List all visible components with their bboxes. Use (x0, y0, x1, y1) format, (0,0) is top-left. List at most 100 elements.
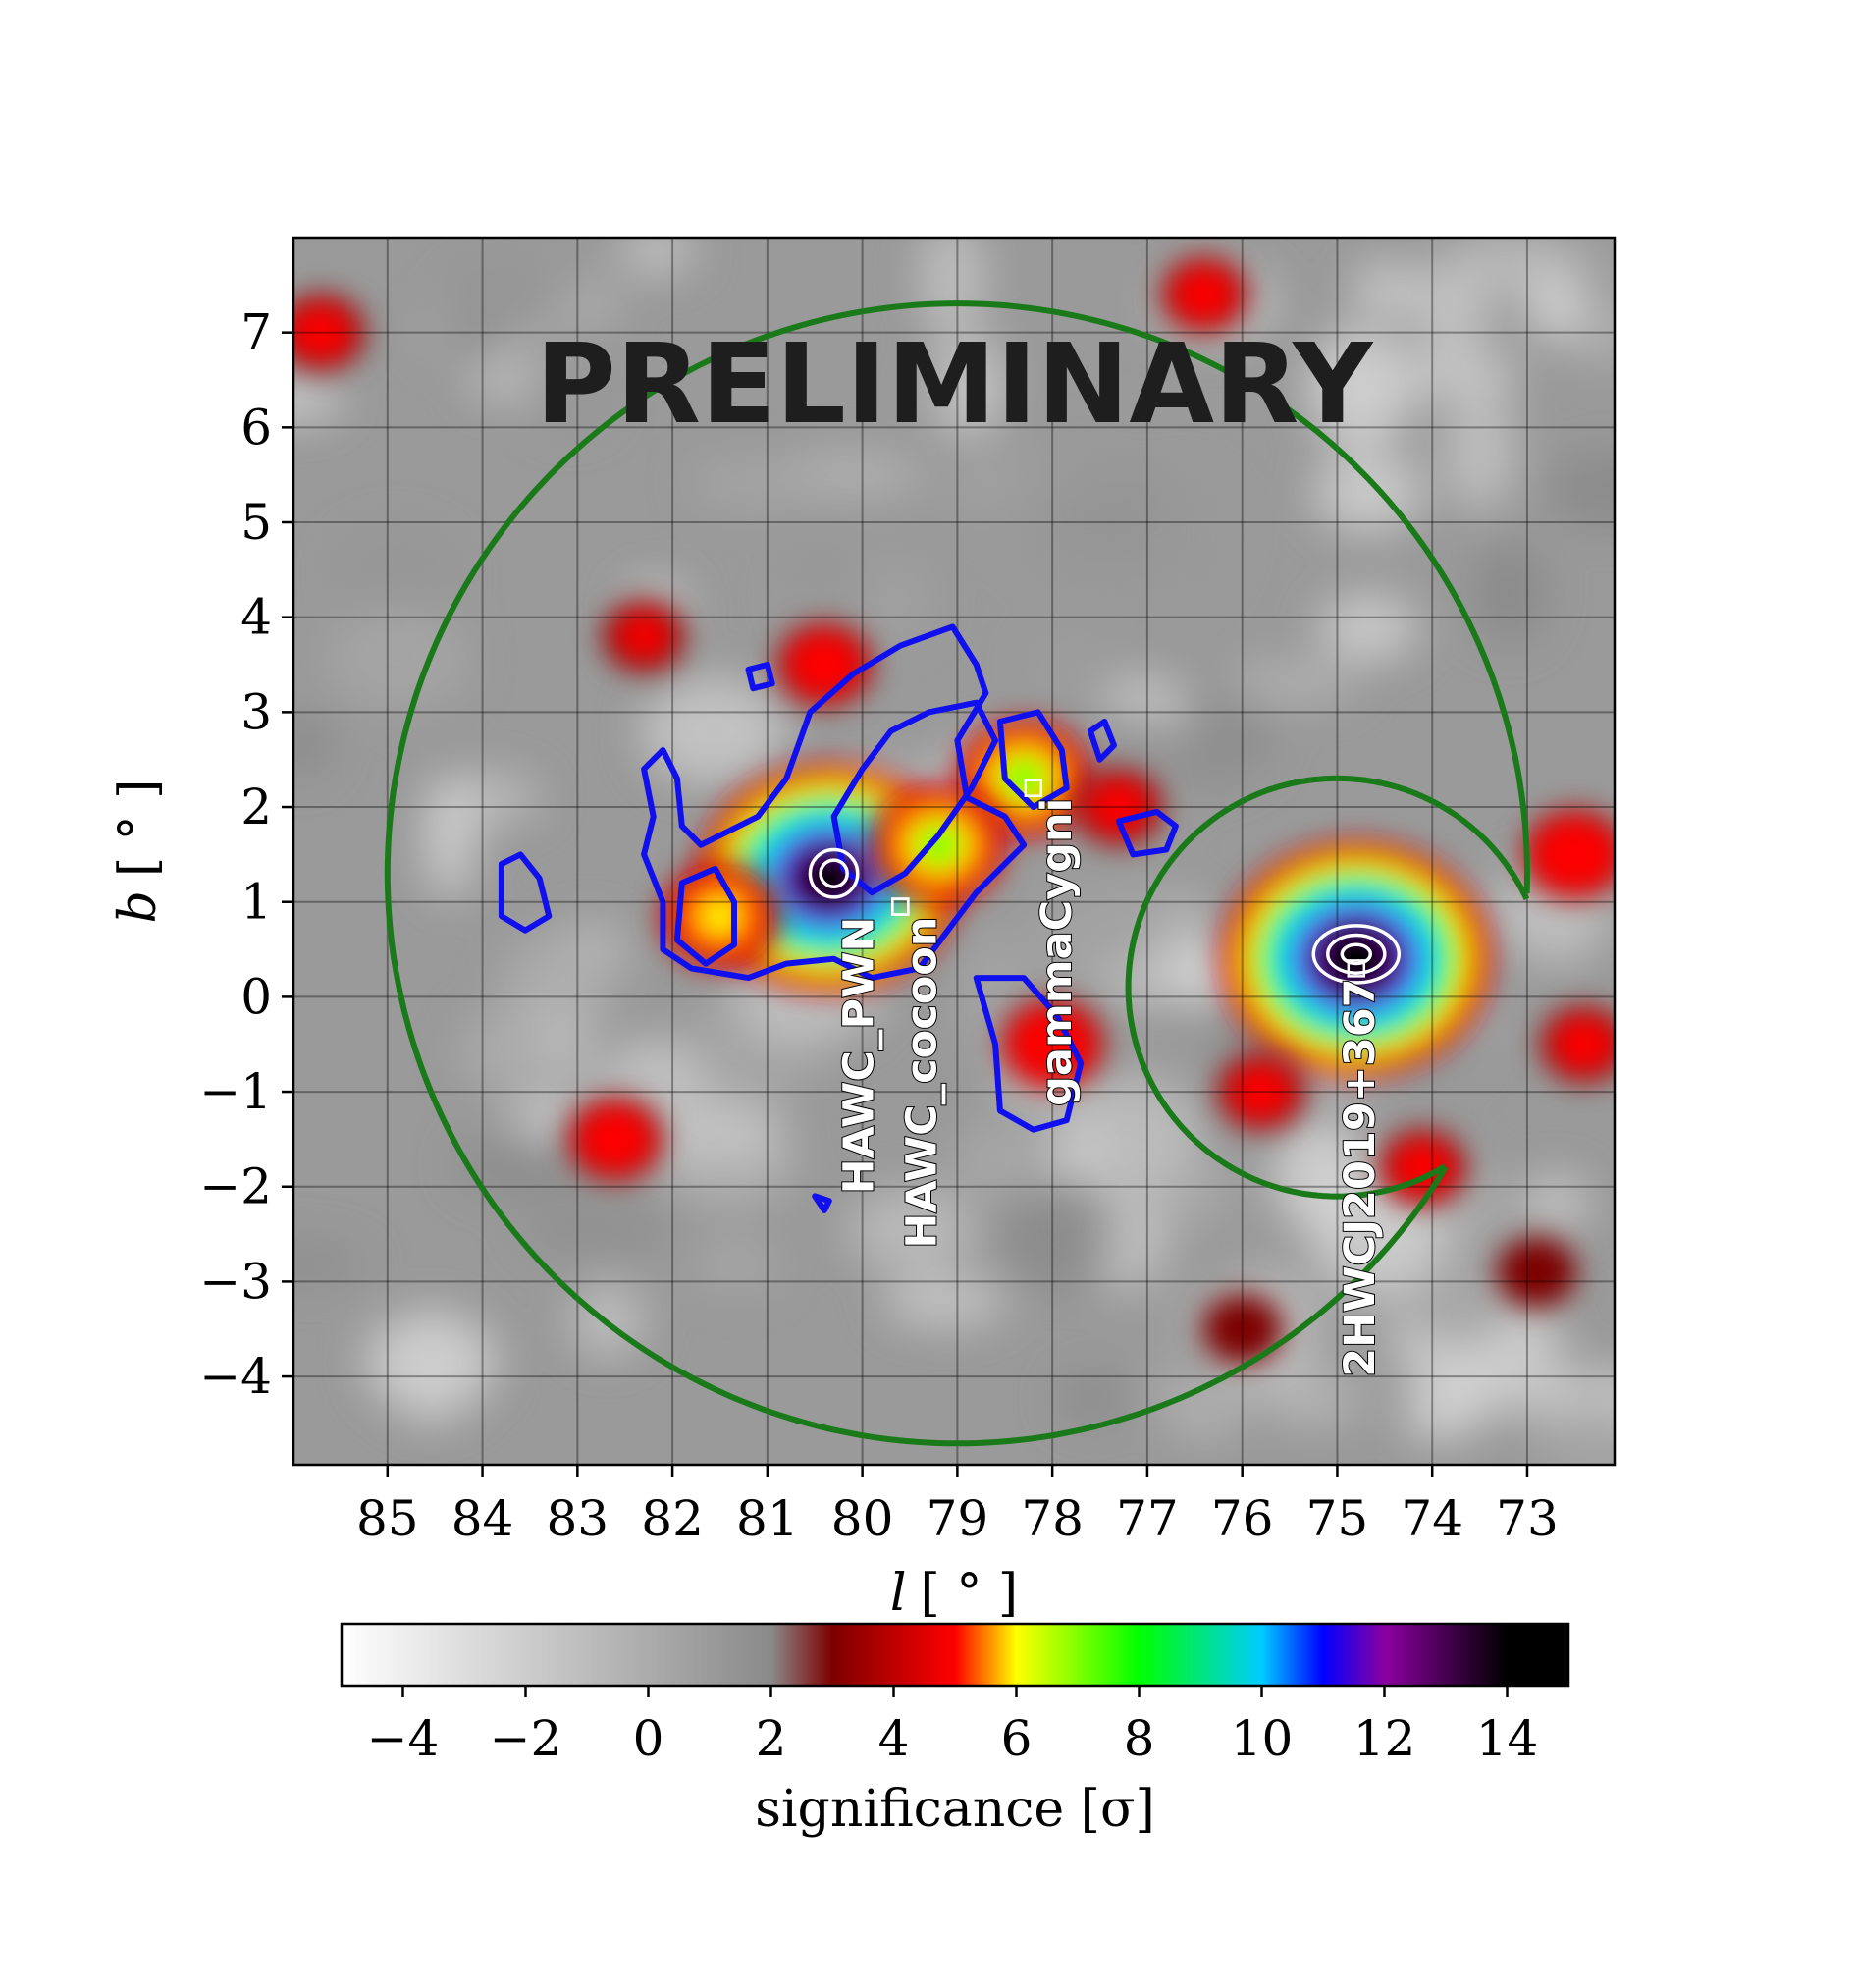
blue-contour (1115, 808, 1179, 858)
hotspot-ring (589, 1115, 643, 1162)
x-tick-label: 75 (1306, 1490, 1369, 1547)
hotspot (1221, 841, 1492, 1077)
source-label: HAWC_cocoon (897, 917, 946, 1249)
hotspot (1540, 1005, 1615, 1083)
blue-contour (812, 1193, 832, 1213)
noise-blob (1397, 1263, 1519, 1347)
source-label: 2HWCJ2019+367 (1336, 978, 1385, 1376)
colorbar-tick-label: −2 (490, 1710, 562, 1767)
noise-blob (847, 1187, 976, 1272)
blue-contours (498, 623, 1179, 1213)
noise-blob (1384, 350, 1522, 398)
hotspot (567, 1097, 663, 1181)
colorbar-tick-label: 2 (756, 1710, 787, 1767)
x-tick-label: 79 (927, 1490, 989, 1547)
plot-frame (292, 236, 1617, 1467)
noise-blob (776, 452, 925, 497)
hotspot (1217, 1053, 1305, 1131)
white-contour (1311, 924, 1402, 985)
hotspot-ring (1338, 942, 1375, 975)
hotspot-ring (618, 614, 669, 659)
roi-outer-arc (384, 300, 1531, 1447)
noise-blob (520, 1202, 675, 1256)
source-marker (1024, 779, 1043, 797)
colorbar: −4 −2 0 2 4 6 8 10 12 14 significance [σ] (340, 1622, 1570, 1839)
hotspot (293, 294, 365, 371)
white-contour (1340, 942, 1373, 966)
noise-blob (1027, 896, 1145, 987)
x-tick-label: 77 (1116, 1490, 1179, 1547)
noise-blob (1057, 1372, 1128, 1424)
x-tick-label: 76 (1211, 1490, 1274, 1547)
roi-excluded-arc (1125, 775, 1530, 1200)
x-axis-label: l[ ° ] (890, 1564, 1018, 1623)
blue-contour (830, 699, 999, 896)
hotspot (602, 600, 686, 672)
colorbar-tick-label: 0 (633, 1710, 664, 1767)
x-axis-unit: [ ° ] (921, 1564, 1019, 1623)
blue-contour (973, 975, 1085, 1133)
y-tick-label: 2 (240, 779, 272, 835)
noise-blob (640, 676, 788, 786)
noise-blob (619, 238, 696, 274)
noise-blob (337, 527, 456, 617)
noise-blob (1403, 1382, 1482, 1440)
colorbar-tick-label: 8 (1124, 1710, 1155, 1767)
noise-blob (1228, 661, 1359, 704)
hotspot-ring (1173, 267, 1236, 322)
noise-blob (784, 547, 875, 624)
noise-blob (973, 250, 1106, 352)
x-tick-label: 81 (736, 1490, 799, 1547)
noise-blob (1525, 275, 1584, 339)
y-tick-label: 0 (240, 968, 272, 1025)
x-axis-ticks: 85 84 83 82 81 80 79 78 77 76 75 74 73 (356, 1465, 1559, 1547)
noise-blob (501, 930, 613, 1037)
blue-contour (745, 662, 775, 692)
hotspot (1522, 809, 1615, 900)
hotspot (1201, 1294, 1283, 1365)
noise-blob (1351, 261, 1426, 318)
hotspot-ring (1230, 1065, 1293, 1119)
roi-boundary (384, 300, 1531, 1447)
x-tick-label: 78 (1021, 1490, 1084, 1547)
noise-blob (526, 335, 612, 431)
y-tick-label: −1 (199, 1063, 272, 1120)
x-tick-label: 83 (547, 1490, 610, 1547)
noise-blob (918, 363, 976, 410)
noise-blob (694, 1238, 779, 1292)
white-contour (1326, 933, 1387, 975)
blue-contour (673, 865, 737, 967)
hotspot-ring (1496, 1237, 1577, 1308)
hotspot (776, 622, 873, 707)
colorbar-tick-label: −4 (367, 1710, 440, 1767)
y-tick-label: 4 (240, 589, 272, 646)
hotspot-ring (698, 896, 742, 936)
noise-blob (380, 1310, 484, 1423)
source-label: gammaCygni (1033, 798, 1082, 1106)
noise-blob (293, 1241, 367, 1285)
colorbar-ticks: −4 −2 0 2 4 6 8 10 12 14 (367, 1686, 1538, 1767)
heatmap-plot: HAWC_PWN HAWC_cocoon gammaCygni 2HWCJ2019+3… (293, 238, 1615, 1465)
blue-contour (498, 851, 553, 934)
hotspot-ring (1002, 760, 1045, 797)
colorbar-tick-label: 12 (1353, 1710, 1416, 1767)
noise-blob (1136, 472, 1235, 600)
y-tick-label: −2 (199, 1158, 272, 1215)
noise-blob (998, 465, 1145, 578)
noise-blob (951, 1122, 1057, 1197)
noise-blob (689, 457, 809, 509)
hotspot-ring (797, 641, 851, 688)
y-tick-label: −3 (199, 1253, 272, 1310)
hotspot (1160, 256, 1248, 334)
noise-blob (1307, 328, 1412, 450)
x-axis-var: l (890, 1564, 907, 1623)
blue-contour (1087, 719, 1117, 763)
noise-blob (1546, 451, 1615, 529)
source-markers: HAWC_PWN HAWC_cocoon gammaCygni 2HWCJ2019+3… (833, 779, 1386, 1378)
excess-regions (293, 256, 1615, 1365)
white-contours (808, 847, 1402, 985)
x-tick-label: 84 (451, 1490, 514, 1547)
blue-contour (996, 709, 1070, 810)
noise-blob (1413, 265, 1493, 354)
